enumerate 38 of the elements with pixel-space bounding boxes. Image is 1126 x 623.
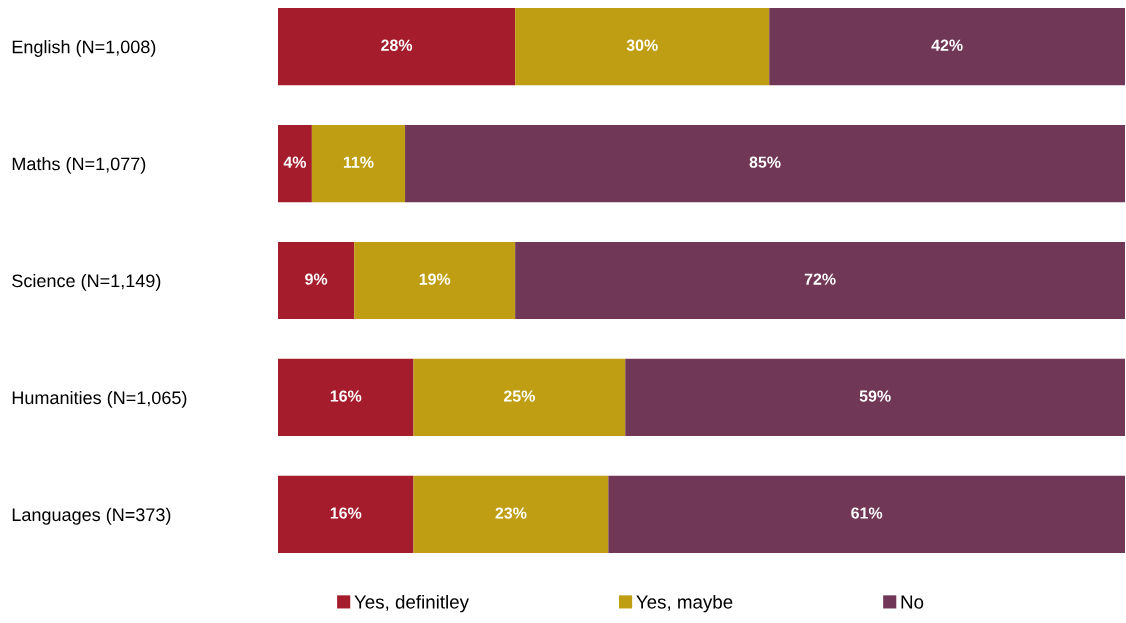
data-label: 25%	[503, 390, 535, 402]
bar	[608, 475, 1125, 553]
data-label: 16%	[330, 390, 362, 402]
data-label: 23%	[495, 507, 527, 519]
y-tick-label: English (N=1,008)	[12, 40, 156, 57]
bar	[311, 124, 406, 203]
data-label: 42%	[931, 39, 963, 51]
bar	[278, 8, 516, 86]
data-label: 19%	[419, 273, 451, 285]
y-tick-label: Science (N=1,149)	[12, 273, 161, 291]
bar	[278, 124, 312, 203]
data-label: 61%	[851, 507, 883, 519]
bar	[625, 358, 1125, 437]
legend-label: Yes, definitley	[354, 594, 469, 613]
y-tick-label: Humanities (N=1,065)	[12, 390, 187, 408]
bar	[515, 241, 1125, 320]
bar	[413, 475, 609, 553]
y-tick-label: Maths (N=1,077)	[12, 157, 146, 174]
legend-label: No	[901, 595, 924, 609]
bar	[413, 358, 626, 437]
data-label: 72%	[804, 273, 836, 285]
legend-label: Yes, maybe	[636, 594, 733, 613]
data-label: 9%	[305, 273, 328, 285]
data-label: 85%	[749, 156, 781, 168]
bar	[769, 8, 1125, 86]
bar	[405, 124, 1125, 203]
data-label: 59%	[859, 390, 891, 402]
data-label: 4%	[283, 156, 307, 168]
bar	[278, 358, 414, 437]
data-label: 30%	[626, 39, 658, 51]
bar	[278, 475, 414, 553]
data-label: 28%	[381, 39, 413, 51]
bar	[354, 241, 516, 320]
y-tick-label: Languages (N=373)	[12, 507, 171, 525]
data-label: 11%	[343, 156, 374, 168]
bar	[278, 241, 355, 320]
bar	[515, 8, 770, 86]
data-label: 16%	[330, 507, 362, 519]
